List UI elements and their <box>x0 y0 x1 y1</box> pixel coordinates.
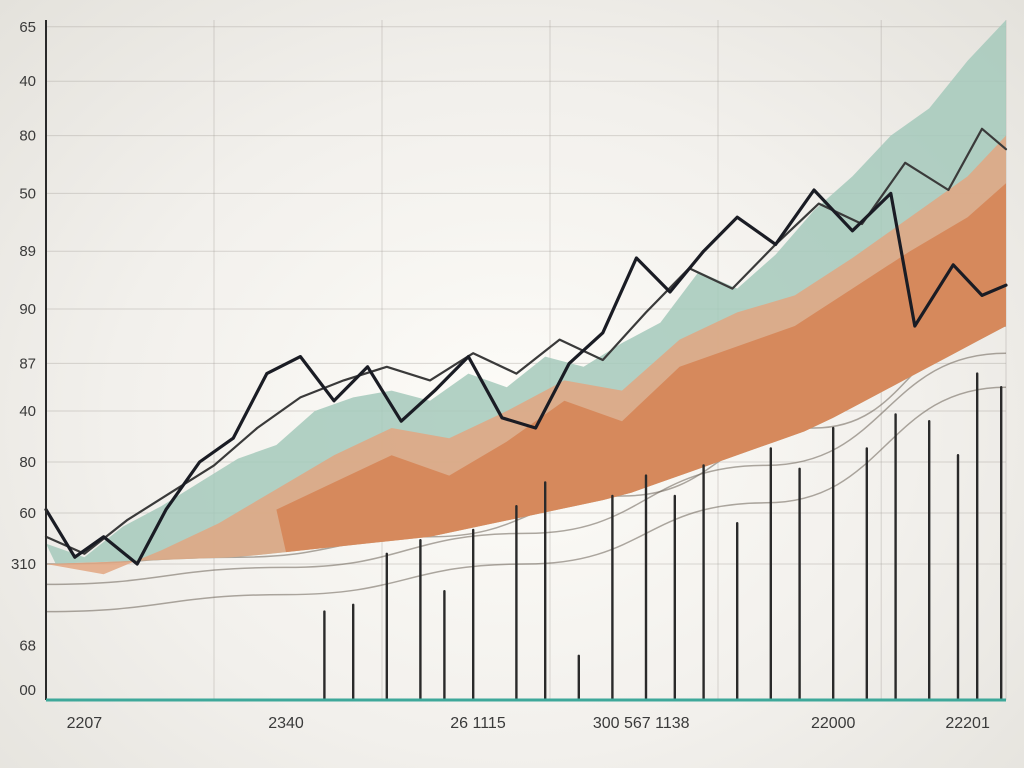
x-axis-tick-label: 22000 <box>811 715 856 732</box>
x-axis-tick-label: 2207 <box>67 715 103 732</box>
area-series-group <box>46 20 1006 574</box>
x-axis-tick-label: 26 1115 <box>450 715 506 732</box>
y-axis-tick-label: 60 <box>19 505 36 522</box>
x-axis-tick-label: 22201 <box>945 715 990 732</box>
y-axis-tick-label: 50 <box>19 185 36 202</box>
y-axis-tick-label: 90 <box>19 301 36 318</box>
y-axis-tick-label: 80 <box>19 128 36 145</box>
x-axis-tick-label: 2340 <box>268 715 304 732</box>
financial-line-chart: 65 40 80 50 89 90 87 40 80 60 310 68 00 2207 2340 26 11… <box>0 0 1024 768</box>
y-axis-tick-label: 40 <box>19 403 36 420</box>
y-axis-tick-label: 310 <box>11 556 36 573</box>
y-axis-tick-label: 89 <box>19 243 36 260</box>
y-axis-tick-label: 65 <box>19 19 36 36</box>
y-axis-tick-label: 80 <box>19 454 36 471</box>
y-axis-tick-label: 00 <box>19 682 36 699</box>
y-axis-tick-label: 87 <box>19 355 36 372</box>
y-axis-tick-label: 68 <box>19 638 36 655</box>
y-axis-tick-label: 40 <box>19 73 36 90</box>
x-axis-tick-label: 300 567 1138 <box>593 715 690 732</box>
